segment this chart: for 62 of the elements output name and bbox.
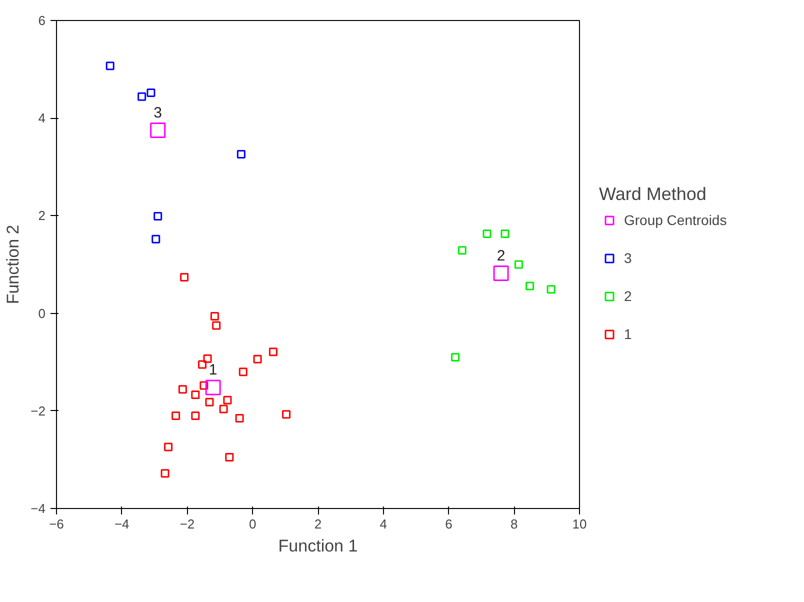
point — [225, 453, 234, 462]
point — [191, 412, 200, 420]
x-tick-label: 4 — [380, 516, 387, 532]
y-tick-label: −4 — [30, 501, 46, 516]
x-axis-title: Function 1 — [278, 536, 358, 556]
point — [191, 390, 200, 400]
point — [212, 321, 221, 330]
point — [180, 272, 189, 282]
point — [235, 414, 244, 422]
x-tick-label: −6 — [49, 516, 64, 532]
point — [164, 442, 173, 452]
point — [200, 381, 208, 390]
point — [205, 398, 214, 406]
legend-label: Group Centroids — [624, 212, 727, 228]
legend-label: 1 — [624, 326, 633, 342]
annotation: 3 — [154, 104, 162, 122]
y-tick-label: 6 — [38, 13, 46, 28]
x-tick-label: 6 — [445, 516, 452, 532]
legend-label: 2 — [624, 288, 633, 304]
y-tick-label: 4 — [38, 110, 46, 126]
point — [282, 410, 291, 419]
point — [451, 352, 460, 362]
point — [236, 150, 246, 158]
point — [154, 212, 162, 220]
point — [482, 230, 492, 238]
annotation: 1 — [208, 361, 218, 378]
point — [152, 234, 160, 244]
point — [198, 360, 207, 369]
x-tick-label: 10 — [572, 516, 587, 532]
y-tick-label: −2 — [30, 403, 46, 418]
point — [546, 285, 556, 294]
point — [238, 368, 248, 376]
point — [160, 469, 170, 478]
point — [500, 230, 510, 238]
legend-title: Ward Method — [599, 184, 708, 205]
point — [268, 348, 278, 356]
legend-label: 3 — [624, 250, 633, 266]
point — [178, 385, 187, 394]
point — [106, 62, 114, 70]
x-tick-label: −4 — [114, 516, 130, 532]
y-tick-label: 2 — [38, 208, 46, 224]
x-tick-label: 2 — [314, 516, 322, 532]
x-tick-label: −2 — [180, 516, 195, 532]
x-tick-label: 8 — [510, 516, 518, 532]
point — [526, 282, 534, 290]
x-tick-label: 0 — [249, 516, 256, 532]
point — [219, 404, 228, 414]
point — [146, 88, 156, 97]
point — [514, 260, 523, 269]
point — [172, 412, 180, 420]
annotation: 2 — [496, 247, 506, 264]
point — [493, 266, 509, 282]
point — [458, 246, 466, 255]
point — [253, 354, 262, 364]
point — [205, 380, 221, 396]
y-axis-title: Function 2 — [4, 224, 23, 304]
point — [210, 312, 219, 320]
y-tick-label: 0 — [38, 306, 46, 321]
point — [150, 122, 166, 138]
point — [203, 354, 212, 363]
point — [138, 92, 146, 101]
point — [223, 396, 232, 404]
